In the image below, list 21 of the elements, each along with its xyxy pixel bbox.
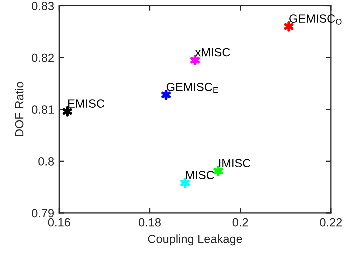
y-tick-label: 0.81 — [32, 106, 54, 114]
x-tick-label: 0.18 — [138, 218, 161, 227]
series-label: xMISC — [195, 48, 230, 57]
series-label: EMISC — [68, 100, 105, 108]
point — [162, 90, 171, 100]
point — [190, 55, 200, 66]
y-tick-label: 0.79 — [32, 209, 54, 218]
y-tick-label: 0.8 — [38, 157, 54, 166]
x-tick-label: 0.22 — [320, 218, 342, 227]
point — [180, 178, 190, 188]
x-tick-label: 0.16 — [48, 218, 70, 227]
y-tick-label: 0.83 — [32, 2, 54, 10]
y-axis-title: DOF Ratio — [15, 82, 24, 137]
point — [62, 106, 72, 117]
series-label: IMISC — [219, 159, 251, 168]
point — [284, 22, 294, 32]
x-tick-label: 0.2 — [232, 218, 248, 227]
y-tick-label: 0.82 — [32, 54, 54, 62]
series-label: GEMISC$_{E}$ — [166, 83, 218, 94]
series-label: MISC — [186, 171, 214, 180]
x-axis-title: Coupling Leakage — [148, 234, 242, 246]
